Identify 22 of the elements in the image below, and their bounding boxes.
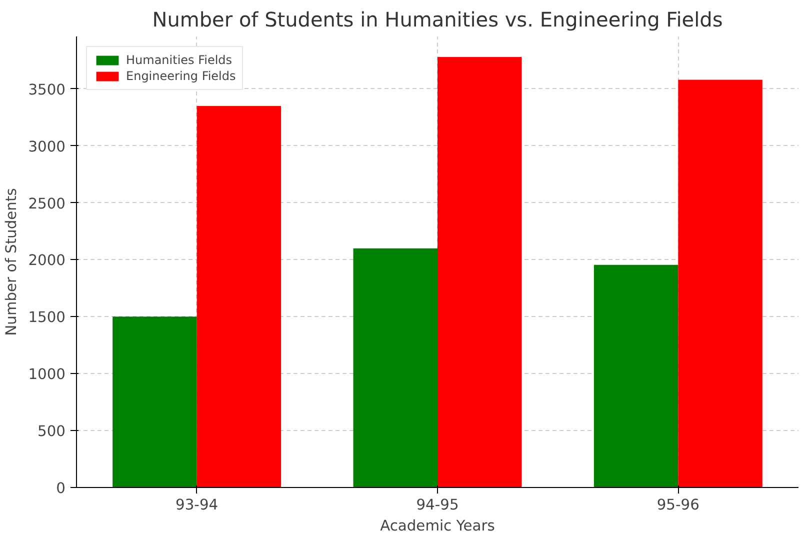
x-axis-title: Academic Years: [380, 518, 495, 534]
x-tick-label: 94-95: [416, 496, 459, 514]
legend-label: Humanities Fields: [126, 53, 232, 67]
y-tick-label: 1500: [28, 309, 66, 326]
bar: [112, 316, 197, 488]
bar: [594, 264, 678, 488]
legend-label: Engineering Fields: [126, 69, 236, 83]
x-tick-label: 95-96: [656, 496, 700, 514]
bar: [678, 80, 762, 488]
chart-title: Number of Students in Humanities vs. Engineering Fields: [152, 8, 723, 32]
bar: [353, 248, 438, 488]
y-tick-label: 3000: [28, 138, 66, 156]
y-tick-label: 3500: [28, 81, 66, 98]
y-tick-label: 2000: [28, 252, 66, 270]
y-tick-label: 2500: [28, 195, 66, 212]
y-axis-title: Number of Students: [3, 188, 20, 336]
bar: [438, 57, 522, 488]
bar: [196, 106, 282, 488]
x-tick-label: 93-94: [176, 496, 218, 514]
y-tick-label: 1000: [28, 366, 66, 384]
y-tick-label: 0: [56, 480, 66, 497]
y-tick-label: 500: [38, 423, 66, 440]
